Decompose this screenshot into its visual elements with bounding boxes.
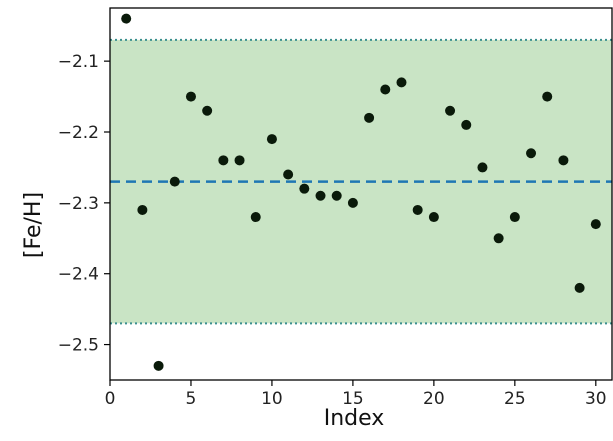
data-point	[364, 112, 375, 123]
data-point	[169, 176, 180, 187]
y-tick-label: −2.3	[58, 194, 99, 214]
data-point	[218, 155, 229, 166]
data-point	[283, 169, 294, 180]
data-point	[234, 155, 245, 166]
data-point	[590, 219, 601, 230]
data-point	[445, 105, 456, 116]
x-tick-label: 30	[585, 389, 607, 409]
y-tick-label: −2.2	[58, 123, 99, 143]
y-tick-label: −2.4	[58, 265, 99, 285]
confidence-band	[110, 39, 612, 324]
y-tick-label: −2.1	[58, 52, 99, 72]
data-point	[299, 183, 310, 194]
axes-frame	[109, 7, 613, 381]
x-tick-label: 20	[423, 389, 445, 409]
x-tick-label: 25	[504, 389, 526, 409]
data-point	[396, 77, 407, 88]
data-point	[428, 212, 439, 223]
ticks: 0 5 10 15 20 25 30 −2.1 −2.2 −2.3 −2.4 −2.5	[58, 52, 607, 409]
data-point	[509, 212, 520, 223]
data-point	[477, 162, 488, 173]
data-point	[331, 190, 342, 201]
data-point	[153, 360, 164, 371]
data-point	[315, 190, 326, 201]
data-point	[121, 13, 132, 24]
data-point	[558, 155, 569, 166]
x-tick-label: 0	[105, 389, 116, 409]
x-axis-label: Index	[324, 406, 385, 431]
plot-area	[110, 13, 612, 371]
x-tick-label: 10	[261, 389, 283, 409]
data-point	[493, 233, 504, 244]
data-point	[461, 119, 472, 130]
y-axis-label: [Fe/H]	[21, 192, 46, 258]
data-point	[526, 148, 537, 159]
data-point	[185, 91, 196, 102]
data-point	[542, 91, 553, 102]
x-tick-label: 15	[342, 389, 364, 409]
axes	[109, 7, 613, 381]
data-point	[137, 204, 148, 215]
x-tick-label: 5	[186, 389, 197, 409]
data-point	[574, 282, 585, 293]
data-point	[380, 84, 391, 95]
data-point	[250, 212, 261, 223]
data-point	[202, 105, 213, 116]
data-point	[412, 204, 423, 215]
y-tick-label: −2.5	[58, 336, 99, 356]
data-point	[347, 197, 358, 208]
data-point	[266, 134, 277, 145]
